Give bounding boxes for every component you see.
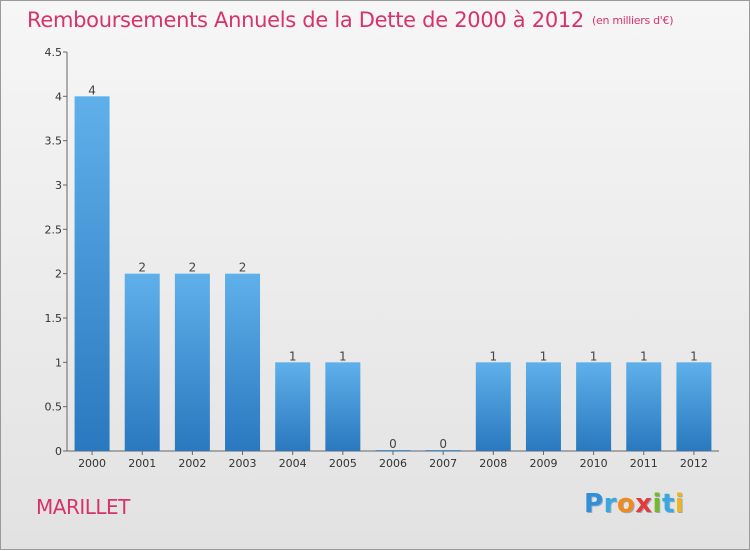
y-tick-label: 2: [55, 268, 62, 281]
y-tick-label: 4.5: [45, 46, 63, 59]
x-tick-label-2001: 2001: [128, 457, 156, 470]
y-tick-label: 4: [55, 90, 62, 103]
x-tick-label-2003: 2003: [229, 457, 257, 470]
bar-2012: [676, 362, 712, 451]
chart-title-text: Remboursements Annuels de la Dette de 20…: [27, 8, 584, 32]
value-label-2004: 1: [289, 349, 297, 363]
value-label-2011: 1: [640, 349, 648, 363]
value-label-2009: 1: [540, 349, 548, 363]
value-label-2000: 4: [88, 83, 96, 97]
bar-2008: [475, 362, 511, 451]
x-tick-label-2009: 2009: [529, 457, 557, 470]
bar-2006: [375, 450, 411, 451]
bar-2001: [124, 273, 160, 451]
value-label-2012: 1: [690, 349, 698, 363]
x-tick-label-2008: 2008: [479, 457, 507, 470]
y-tick-label: 3.5: [45, 135, 63, 148]
bar-2004: [275, 362, 311, 451]
x-tick-label-2011: 2011: [630, 457, 658, 470]
bar-2003: [225, 273, 261, 451]
value-label-2005: 1: [339, 349, 347, 363]
value-label-2001: 2: [138, 261, 146, 275]
x-tick-label-2012: 2012: [680, 457, 708, 470]
commune-name: MARILLET: [36, 495, 130, 519]
bar-2005: [325, 362, 361, 451]
value-label-2008: 1: [489, 349, 497, 363]
y-tick-label: 0: [55, 445, 62, 458]
x-tick-label-2002: 2002: [178, 457, 206, 470]
value-label-2006: 0: [389, 437, 397, 451]
bar-2007: [425, 450, 461, 451]
bar-2000: [74, 96, 110, 451]
y-tick-label: 3: [55, 179, 62, 192]
value-label-2002: 2: [189, 261, 197, 275]
bar-2010: [576, 362, 612, 451]
x-tick-label-2010: 2010: [580, 457, 608, 470]
x-tick-label-2004: 2004: [279, 457, 307, 470]
proxiti-logo: Proxiti: [584, 489, 685, 519]
x-tick-label-2000: 2000: [78, 457, 106, 470]
value-label-2003: 2: [239, 261, 247, 275]
y-tick-label: 0.5: [45, 401, 63, 414]
value-label-2010: 1: [590, 349, 598, 363]
value-label-2007: 0: [439, 437, 447, 451]
chart-unit: (en milliers d'€): [592, 14, 674, 27]
x-tick-label-2007: 2007: [429, 457, 457, 470]
y-tick-label: 1: [55, 356, 62, 369]
bar-2011: [626, 362, 662, 451]
bar-2009: [525, 362, 561, 451]
bar-2002: [174, 273, 210, 451]
chart-title: Remboursements Annuels de la Dette de 20…: [27, 8, 673, 32]
x-tick-label-2005: 2005: [329, 457, 357, 470]
x-tick-label-2006: 2006: [379, 457, 407, 470]
y-tick-label: 2.5: [45, 223, 63, 236]
y-tick-label: 1.5: [45, 312, 63, 325]
